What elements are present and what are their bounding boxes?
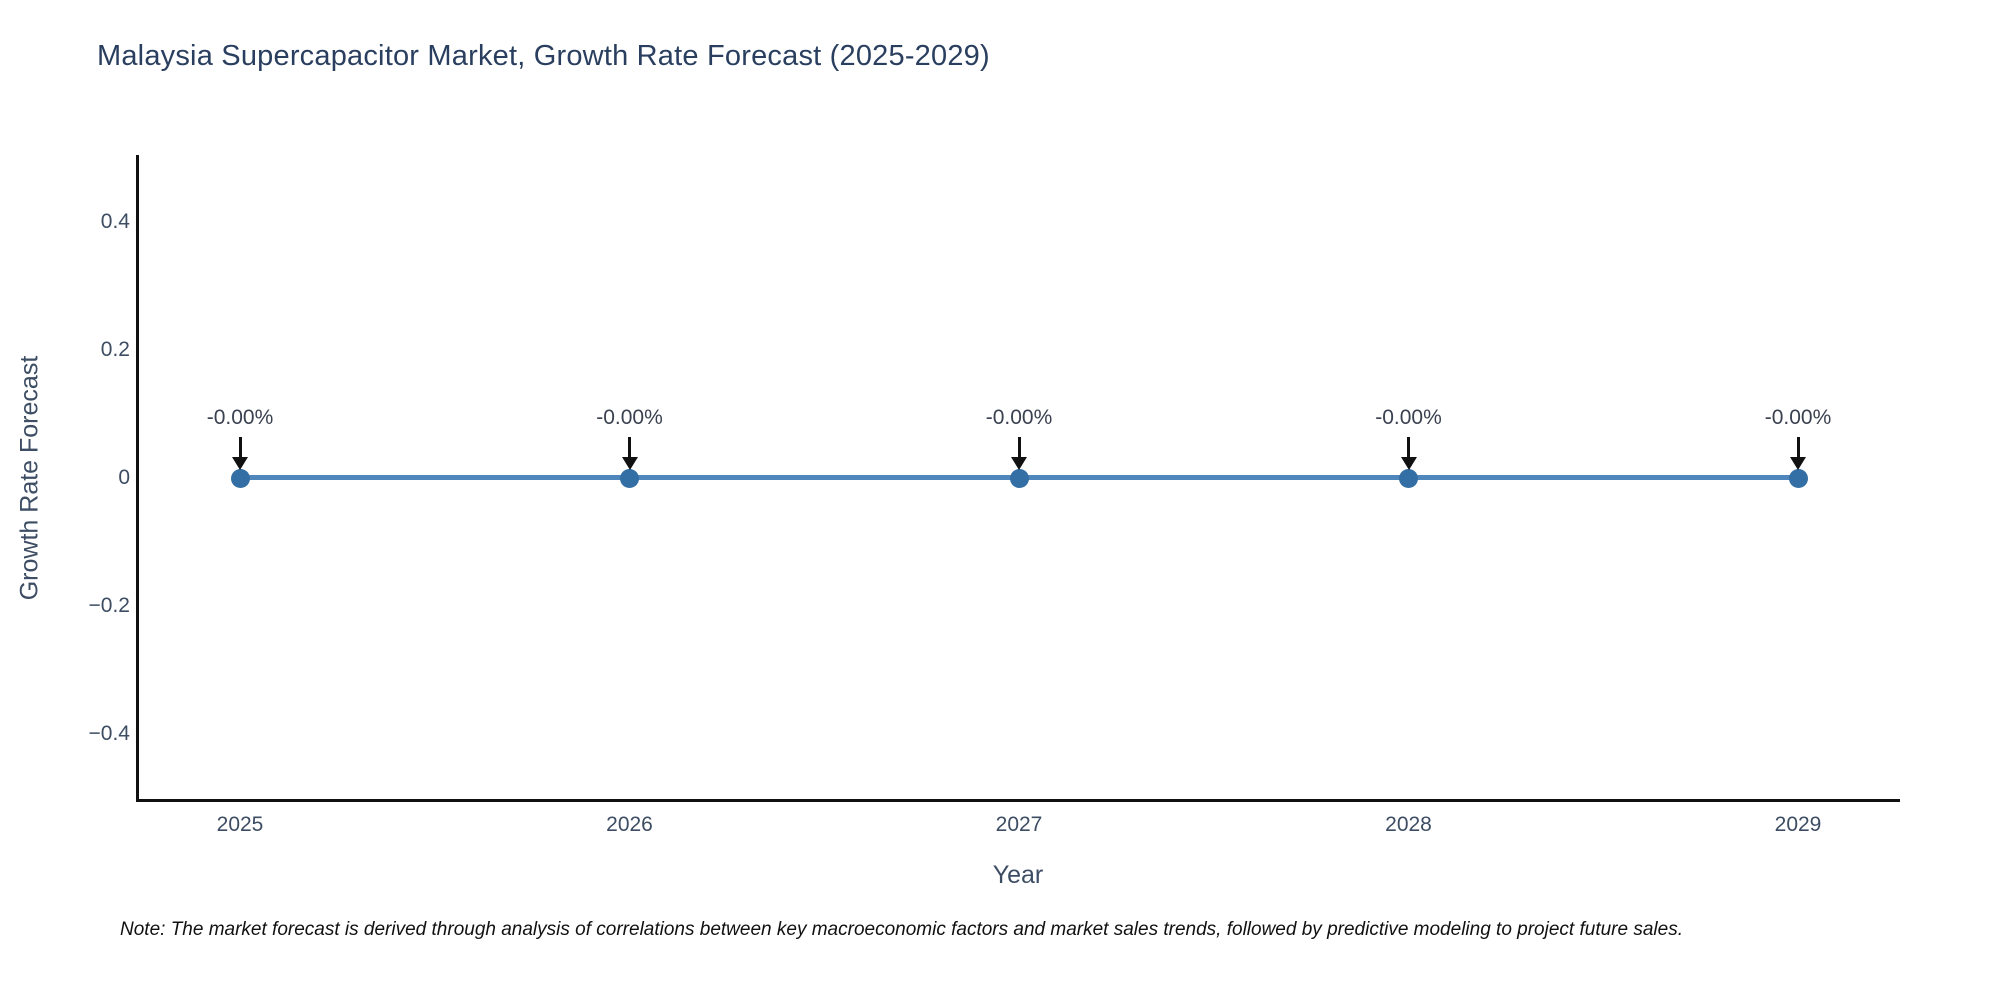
y-tick-label: 0.2 bbox=[100, 337, 130, 361]
data-point-marker bbox=[1009, 469, 1029, 488]
x-tick-label: 2027 bbox=[995, 813, 1043, 836]
chart-title: Malaysia Supercapacitor Market, Growth R… bbox=[97, 40, 990, 72]
annotation-label: -0.00% bbox=[1764, 406, 1832, 429]
data-point-marker bbox=[1399, 469, 1418, 488]
annotation-arrow bbox=[1017, 437, 1021, 458]
annotation-arrowhead bbox=[1790, 457, 1806, 470]
annotation-label: -0.00% bbox=[1375, 406, 1442, 429]
data-point-marker bbox=[620, 469, 639, 488]
annotation-arrowhead bbox=[621, 457, 638, 470]
y-tick-label: 0.4 bbox=[100, 209, 130, 233]
x-axis-line bbox=[136, 799, 1900, 802]
annotation-label: -0.00% bbox=[985, 406, 1053, 429]
annotation-label: -0.00% bbox=[206, 406, 274, 429]
x-tick-label: 2028 bbox=[1385, 813, 1432, 836]
annotation-arrowhead bbox=[232, 457, 248, 470]
annotation-arrow bbox=[238, 437, 242, 458]
annotation-label: -0.00% bbox=[596, 406, 663, 429]
x-tick-label: 2026 bbox=[606, 813, 653, 836]
annotation-arrow bbox=[628, 437, 631, 458]
y-tick-label: 0 bbox=[118, 465, 130, 489]
y-tick-label: −0.4 bbox=[88, 721, 130, 745]
annotation-arrowhead bbox=[1400, 457, 1417, 470]
data-point-marker bbox=[230, 469, 250, 488]
x-tick-label: 2029 bbox=[1774, 813, 1822, 836]
annotation-arrow bbox=[1796, 437, 1800, 458]
annotation-arrow bbox=[1407, 437, 1410, 458]
y-axis-line bbox=[136, 155, 139, 802]
footnote: Note: The market forecast is derived thr… bbox=[120, 919, 1683, 940]
y-tick-label: −0.2 bbox=[88, 593, 130, 617]
x-tick-label: 2025 bbox=[216, 813, 264, 836]
x-axis-title: Year bbox=[992, 861, 1044, 889]
data-point-marker bbox=[1788, 469, 1808, 488]
annotation-arrowhead bbox=[1011, 457, 1027, 470]
